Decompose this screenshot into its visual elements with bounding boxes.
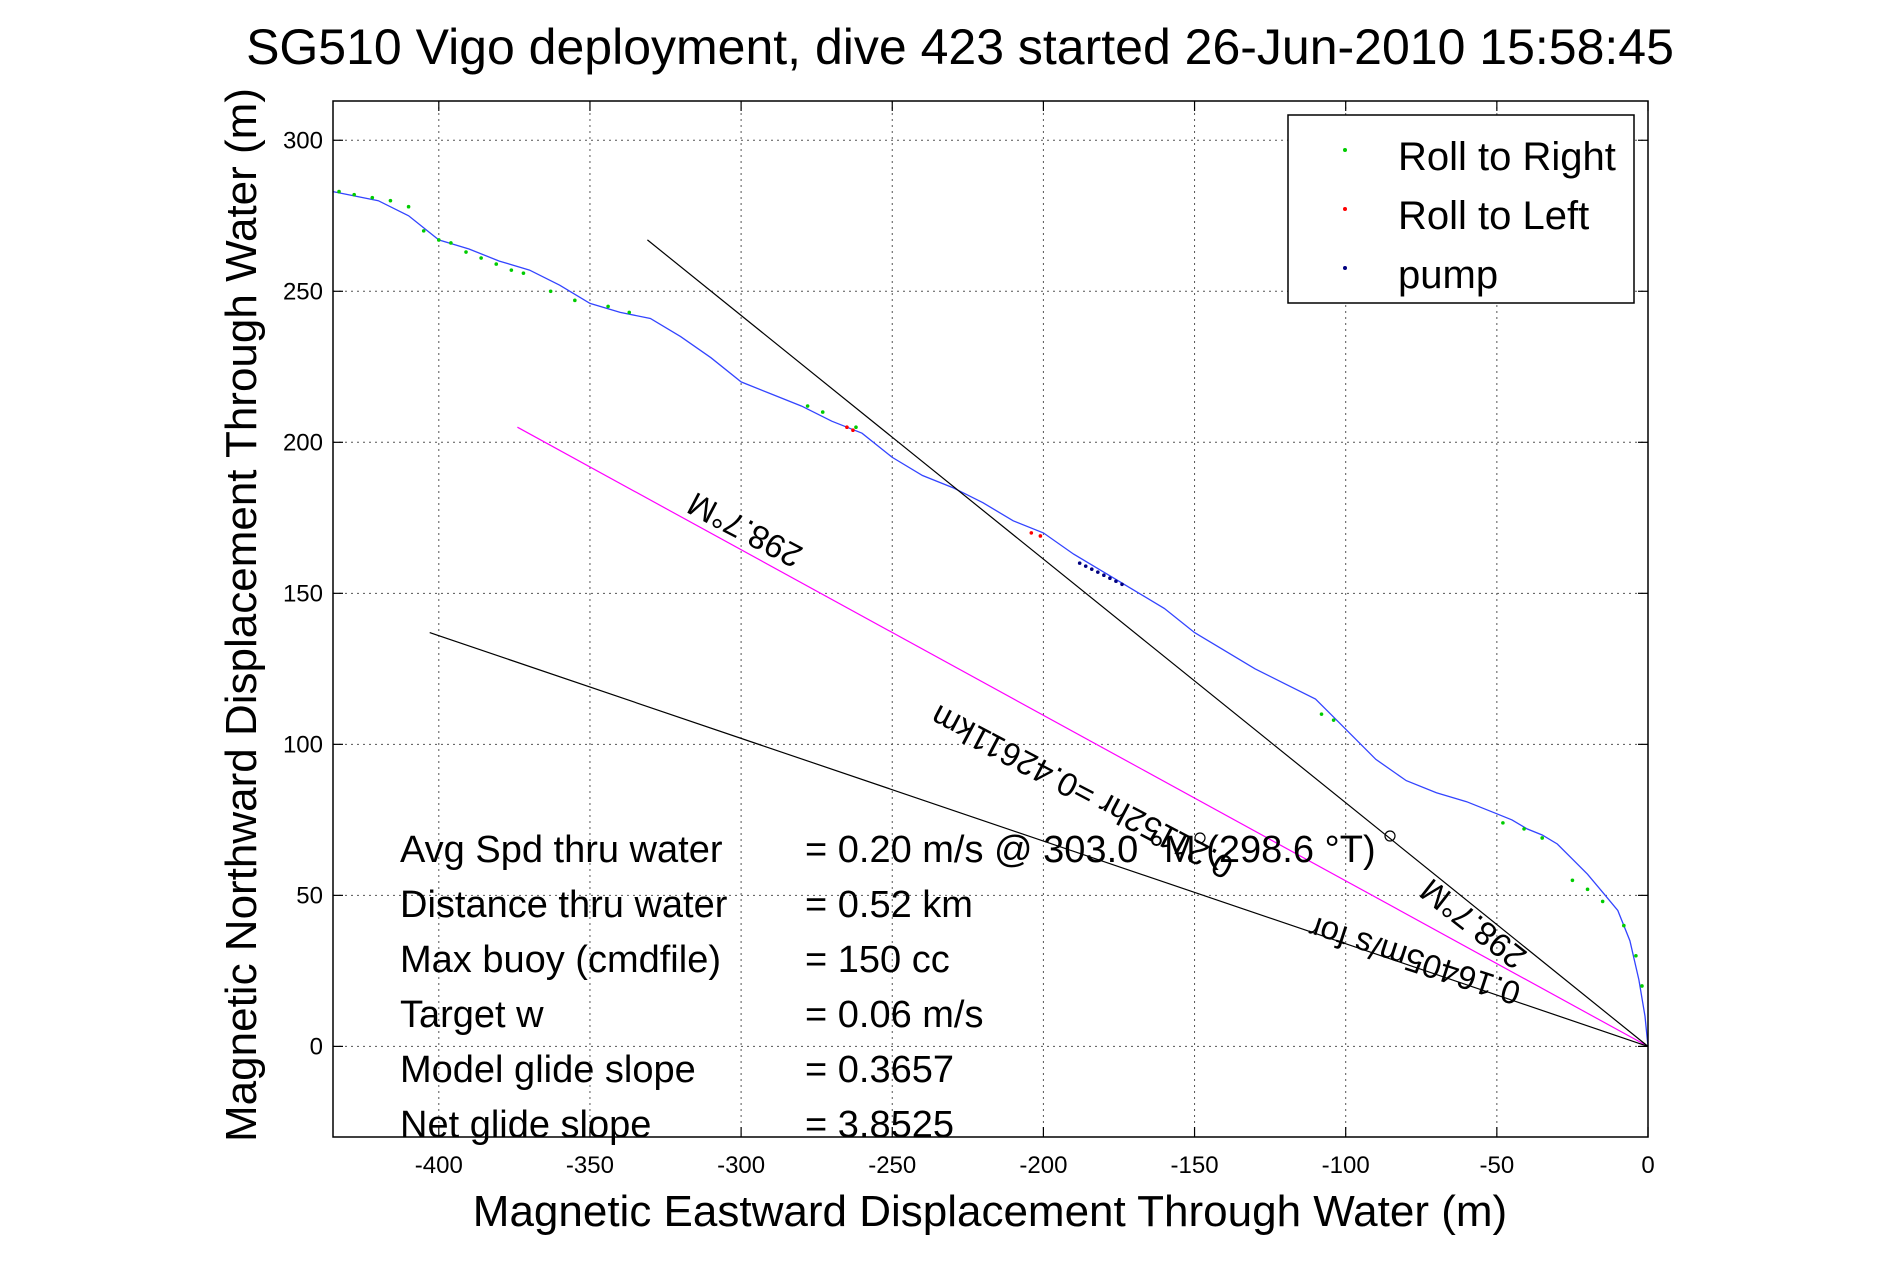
roll-right-point (573, 298, 577, 303)
stat-value-target-w: = 0.06 m/s (805, 994, 983, 1036)
roll-right-point (494, 262, 499, 266)
roll-right-point (521, 271, 526, 275)
roll-right-point (437, 238, 441, 242)
stat-value-model-glide: = 0.3657 (805, 1049, 954, 1091)
pump-point (1102, 573, 1106, 578)
roll-right-point (449, 241, 453, 245)
roll-right-point (627, 310, 632, 315)
roll-right-point (820, 410, 825, 414)
y-tick-label: 200 (283, 429, 323, 456)
roll-right-point (464, 250, 468, 254)
roll-right-point (1570, 878, 1575, 883)
legend-marker-roll-left (1343, 207, 1347, 211)
roll-right-point (1540, 836, 1544, 840)
x-tick-label: -300 (717, 1152, 765, 1179)
x-tick-label: -350 (566, 1152, 614, 1179)
roll-right-point (1600, 899, 1605, 904)
ticks: -400 -350 -300 -250 -200 -150 -100 -50 0 0 50 100 15… (283, 101, 1655, 1179)
speed-line (429, 632, 1649, 1047)
model-heading-line (517, 426, 1649, 1047)
stat-label-avg-spd: Avg Spd thru water (400, 829, 723, 871)
roll-left-point (1038, 534, 1043, 538)
roll-right-point (388, 198, 393, 203)
x-tick-label: -50 (1480, 1152, 1515, 1179)
stat-label-distance: Distance thru water (400, 884, 728, 926)
roll-right-point (1331, 718, 1336, 722)
x-tick-label: -100 (1322, 1152, 1370, 1179)
stat-value-avg-spd: = 0.20 m/s @ 303.0 °M (298.6 °T) (805, 829, 1376, 871)
roll-right-point (606, 304, 610, 309)
roll-right-point (1622, 923, 1626, 928)
roll-left-point (851, 428, 855, 433)
pump-point (1096, 570, 1100, 574)
legend-label-roll-right: Roll to Right (1398, 135, 1616, 179)
roll-right-point (1501, 821, 1505, 825)
stat-label-target-w: Target w (400, 994, 544, 1036)
stat-value-net-glide: = 3.8525 (805, 1104, 954, 1146)
roll-left-point (1029, 531, 1034, 535)
glider-track-line (332, 190, 1649, 1047)
roll-right-point (1522, 827, 1526, 831)
roll-right-point (406, 204, 411, 209)
y-tick-label: 300 (283, 127, 323, 154)
roll-right-point (370, 195, 375, 200)
roll-right-point (421, 229, 426, 233)
legend-marker-roll-right (1343, 148, 1347, 152)
roll-right-point (548, 289, 553, 294)
y-tick-label: 150 (283, 580, 323, 607)
roll-right-point (805, 404, 810, 408)
roll-right-point (1585, 887, 1590, 892)
roll-right-point (854, 425, 858, 430)
net-heading-line (647, 239, 1649, 1047)
y-tick-label: 100 (283, 731, 323, 758)
stat-label-net-glide: Net glide slope (400, 1104, 651, 1146)
legend-label-pump: pump (1398, 253, 1498, 297)
roll-right-point (479, 256, 483, 260)
roll-right-point (352, 192, 356, 197)
y-tick-label: 0 (310, 1033, 323, 1060)
x-tick-label: -400 (415, 1152, 463, 1179)
data-markers (337, 189, 1644, 988)
roll-right-point (1640, 984, 1644, 988)
chart-title: SG510 Vigo deployment, dive 423 started … (246, 19, 1674, 75)
roll-right-point (337, 189, 341, 194)
pump-point (1120, 582, 1124, 587)
x-tick-label: 0 (1641, 1152, 1654, 1179)
roll-right-point (1319, 712, 1324, 716)
y-tick-label: 50 (296, 882, 323, 909)
stat-value-distance: = 0.52 km (805, 884, 973, 926)
pump-point (1108, 576, 1112, 581)
pump-point (1114, 579, 1118, 584)
axes-box (332, 100, 1649, 1138)
stat-value-max-buoy: = 150 cc (805, 939, 950, 981)
x-tick-label: -250 (868, 1152, 916, 1179)
pump-point (1083, 564, 1088, 568)
pump-point (1089, 567, 1094, 571)
annotation-circle-marker (1384, 830, 1396, 842)
roll-left-point (845, 425, 849, 430)
annotation-circle-marker (1194, 832, 1206, 844)
y-tick-label: 250 (283, 278, 323, 305)
stat-label-max-buoy: Max buoy (cmdfile) (400, 939, 721, 981)
legend-label-roll-left: Roll to Left (1398, 194, 1589, 238)
x-tick-label: -150 (1171, 1152, 1219, 1179)
legend: Roll to Right Roll to Left pump (1287, 114, 1635, 304)
y-axis-label: Magnetic Northward Displacement Through … (217, 88, 266, 1142)
x-tick-label: -200 (1019, 1152, 1067, 1179)
roll-right-point (509, 268, 514, 272)
roll-right-point (1634, 953, 1638, 958)
legend-marker-pump (1343, 266, 1347, 270)
pump-point (1077, 561, 1082, 565)
stats-block: Avg Spd thru water = 0.20 m/s @ 303.0 °M… (400, 829, 1376, 1146)
x-axis-label: Magnetic Eastward Displacement Through W… (473, 1187, 1507, 1236)
stat-label-model-glide: Model glide slope (400, 1049, 696, 1091)
data-series (332, 190, 1649, 1047)
